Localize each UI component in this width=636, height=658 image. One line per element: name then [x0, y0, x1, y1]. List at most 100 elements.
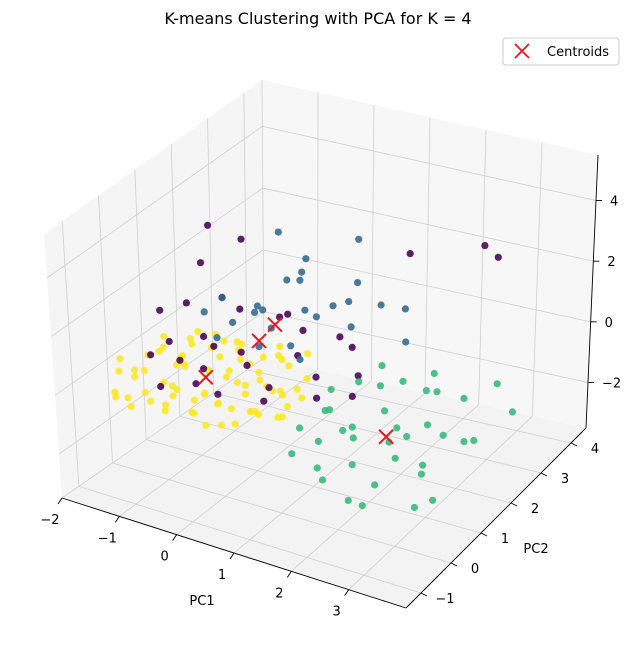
x-grid-line [119, 92, 319, 517]
point-cluster-1 [200, 308, 208, 316]
point-cluster-2 [460, 394, 468, 402]
z-tick-label: 0 [605, 316, 613, 331]
point-cluster-2 [314, 437, 322, 445]
point-cluster-0 [265, 384, 273, 392]
point-cluster-1 [274, 228, 282, 236]
point-cluster-0 [481, 242, 489, 250]
point-cluster-1 [355, 235, 363, 243]
point-cluster-3 [222, 373, 230, 381]
point-cluster-0 [354, 372, 362, 380]
y-grid-line [207, 118, 542, 474]
y-tick-mark [570, 442, 578, 447]
point-cluster-0 [214, 390, 222, 398]
point-cluster-3 [256, 376, 264, 384]
point-cluster-2 [410, 503, 418, 512]
y-tick-label: 4 [591, 442, 599, 457]
point-cluster-2 [393, 424, 401, 432]
point-cluster-2 [371, 481, 379, 489]
point-cluster-2 [318, 476, 327, 484]
point-cluster-3 [304, 350, 312, 358]
point-cluster-2 [355, 378, 363, 386]
point-cluster-3 [127, 403, 135, 411]
point-cluster-1 [229, 318, 237, 326]
point-cluster-3 [233, 378, 241, 386]
point-cluster-3 [237, 355, 245, 364]
x-tick-label: −2 [40, 513, 59, 528]
point-cluster-3 [227, 405, 235, 413]
point-cluster-2 [349, 434, 357, 442]
chart-title: K-means Clustering with PCA for K = 4 [164, 9, 471, 28]
point-cluster-1 [401, 305, 409, 313]
x-axis-label: PC1 [189, 594, 214, 609]
point-cluster-3 [285, 362, 293, 370]
point-cluster-3 [231, 420, 239, 428]
x-tick-mark [344, 589, 350, 596]
point-cluster-2 [381, 407, 389, 415]
point-cluster-0 [299, 326, 307, 334]
y-tick-mark [450, 562, 458, 567]
x-grid-line [348, 142, 543, 590]
point-cluster-0 [204, 221, 212, 229]
z-tick-label: 2 [607, 255, 615, 270]
z-tick-label: 4 [610, 195, 618, 210]
point-cluster-3 [116, 355, 124, 363]
legend-box [502, 37, 620, 66]
point-cluster-3 [140, 367, 148, 375]
y-grid-line [170, 144, 512, 504]
point-cluster-3 [115, 367, 123, 375]
legend-centroid-marker [514, 43, 530, 59]
point-cluster-3 [274, 352, 283, 360]
point-cluster-2 [339, 426, 347, 435]
point-cluster-1 [287, 342, 295, 350]
point-cluster-0 [237, 348, 245, 356]
point-cluster-3 [141, 389, 149, 397]
point-cluster-0 [494, 253, 502, 261]
z-grid-line [50, 187, 594, 337]
x-tick-label: 0 [161, 550, 169, 565]
y-axis-line [405, 427, 587, 609]
point-cluster-3 [202, 421, 210, 430]
point-cluster-0 [200, 365, 208, 373]
y-grid-line [98, 195, 452, 564]
point-cluster-2 [508, 408, 517, 416]
y-tick-mark [540, 472, 548, 477]
point-cluster-3 [190, 396, 199, 404]
point-cluster-0 [406, 250, 414, 258]
point-cluster-0 [336, 333, 344, 341]
point-cluster-2 [403, 432, 411, 441]
point-cluster-2 [470, 436, 478, 445]
point-cluster-3 [188, 340, 196, 348]
point-cluster-3 [218, 421, 226, 429]
x-tick-mark [114, 516, 120, 523]
point-cluster-3 [241, 390, 249, 398]
point-cluster-0 [196, 259, 205, 267]
centroid-marker [198, 369, 214, 385]
point-cluster-0 [176, 356, 184, 364]
centroid-stroke [378, 429, 394, 445]
point-cluster-3 [246, 408, 255, 416]
y-grid-line [134, 169, 482, 534]
point-cluster-1 [259, 306, 267, 314]
point-cluster-0 [200, 332, 208, 341]
point-cluster-1 [218, 294, 226, 302]
y-tick-label: 1 [501, 532, 509, 547]
point-cluster-2 [419, 461, 427, 469]
point-cluster-1 [345, 298, 353, 306]
point-cluster-3 [214, 399, 223, 407]
point-cluster-1 [283, 276, 291, 284]
point-cluster-0 [236, 305, 244, 313]
point-cluster-1 [213, 334, 221, 342]
point-cluster-3 [162, 401, 170, 409]
point-cluster-2 [313, 464, 321, 472]
point-cluster-0 [182, 299, 190, 307]
legend-label-centroids: Centroids [547, 45, 609, 60]
centroid-marker [267, 316, 283, 333]
point-cluster-2 [321, 407, 329, 415]
point-cluster-2 [399, 377, 407, 385]
point-cluster-3 [190, 409, 198, 417]
point-cluster-2 [460, 438, 468, 446]
y-axis-label: PC2 [523, 542, 548, 557]
point-cluster-1 [253, 302, 261, 310]
point-cluster-1 [255, 343, 263, 351]
